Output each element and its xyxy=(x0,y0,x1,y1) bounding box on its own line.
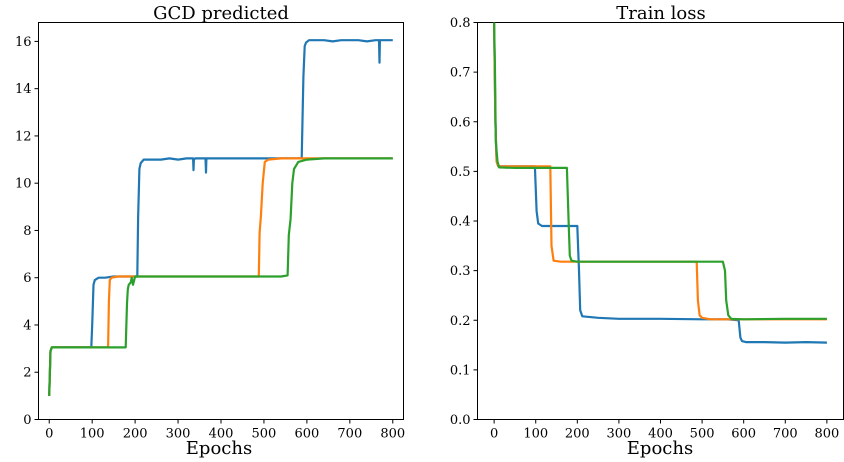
gcd-series-lines xyxy=(48,39,393,396)
gcd-x-tick-label: 300 xyxy=(166,427,191,442)
loss-x-axis-label: Epochs xyxy=(627,438,693,459)
gcd-y-tick-label: 2 xyxy=(23,366,31,381)
loss-x-tick-label: 800 xyxy=(814,427,839,442)
gcd-x-tick-label: 600 xyxy=(294,427,319,442)
gcd-series-line-3 xyxy=(48,157,393,396)
gcd-x-tick-label: 0 xyxy=(45,427,53,442)
loss-y-tick-label: 0.0 xyxy=(450,413,471,428)
loss-x-tick-label: 200 xyxy=(565,427,590,442)
loss-plot-frame xyxy=(477,22,844,420)
loss-x-tick-label: 0 xyxy=(490,427,498,442)
gcd-y-tick-label: 6 xyxy=(23,271,31,286)
loss-series-line-3 xyxy=(493,22,827,321)
gcd-y-tick-label: 14 xyxy=(15,82,32,97)
gcd-x-ticks: 0 100 200 300 400 500 600 700 800 xyxy=(45,419,405,442)
gcd-predicted-panel: GCD predicted Epochs 0 100 200 300 400 500 600… xyxy=(15,3,405,459)
loss-y-tick-label: 0.1 xyxy=(450,363,471,378)
gcd-chart-title: GCD predicted xyxy=(153,3,289,24)
gcd-x-tick-label: 200 xyxy=(123,427,148,442)
loss-y-tick-label: 0.8 xyxy=(450,16,471,31)
loss-y-ticks: 0.0 0.1 0.2 0.3 0.4 0.5 0.6 0.7 0.8 xyxy=(450,16,478,428)
gcd-y-tick-label: 8 xyxy=(23,224,31,239)
gcd-x-tick-label: 700 xyxy=(337,427,362,442)
gcd-x-tick-label: 100 xyxy=(80,427,105,442)
loss-y-tick-label: 0.3 xyxy=(450,264,471,279)
loss-series-line-2 xyxy=(493,22,827,321)
loss-y-tick-label: 0.2 xyxy=(450,314,471,329)
gcd-y-tick-label: 10 xyxy=(15,177,32,192)
loss-y-tick-label: 0.7 xyxy=(450,66,471,81)
loss-y-tick-label: 0.4 xyxy=(450,215,471,230)
gcd-x-tick-label: 400 xyxy=(209,427,234,442)
gcd-series-line-1 xyxy=(48,39,393,396)
gcd-x-tick-label: 500 xyxy=(252,427,277,442)
loss-y-tick-label: 0.6 xyxy=(450,115,471,130)
gcd-y-ticks: 0 2 4 6 8 10 12 14 16 xyxy=(15,35,39,428)
gcd-y-tick-label: 16 xyxy=(15,35,32,50)
loss-series-line-1 xyxy=(493,22,827,344)
gcd-plot-frame xyxy=(38,22,404,420)
loss-x-tick-label: 300 xyxy=(606,427,631,442)
gcd-x-tick-label: 800 xyxy=(380,427,405,442)
loss-x-tick-label: 500 xyxy=(690,427,715,442)
loss-chart-title: Train loss xyxy=(616,3,705,24)
loss-series-lines xyxy=(493,22,827,344)
gcd-x-axis-label: Epochs xyxy=(186,438,252,459)
loss-x-tick-label: 100 xyxy=(523,427,548,442)
gcd-y-tick-label: 0 xyxy=(23,413,31,428)
loss-y-tick-label: 0.5 xyxy=(450,165,471,180)
loss-x-ticks: 0 100 200 300 400 500 600 700 800 xyxy=(490,419,839,442)
loss-x-tick-label: 400 xyxy=(648,427,673,442)
gcd-y-tick-label: 4 xyxy=(23,318,31,333)
train-loss-panel: Train loss Epochs 0 100 200 300 400 500 600 700… xyxy=(450,3,844,459)
loss-x-tick-label: 600 xyxy=(731,427,756,442)
loss-x-tick-label: 700 xyxy=(773,427,798,442)
gcd-y-tick-label: 12 xyxy=(15,129,32,144)
